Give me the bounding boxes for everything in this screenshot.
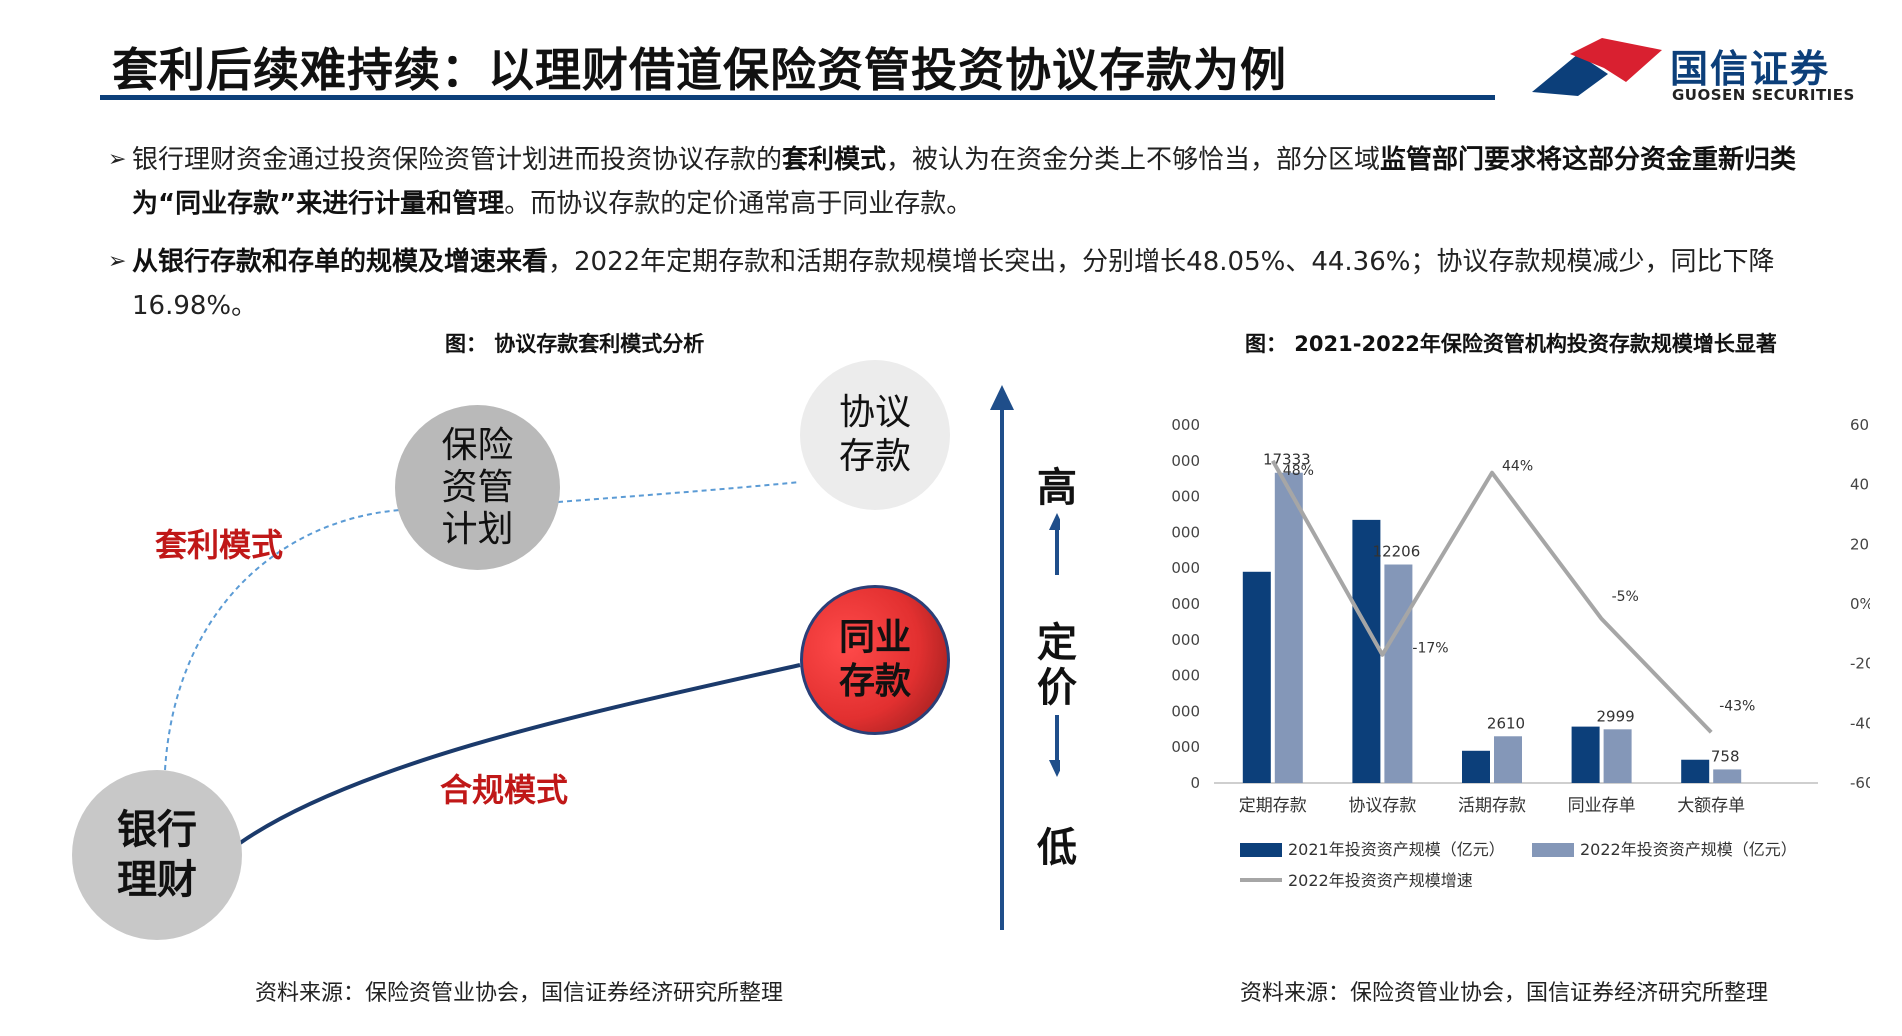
bar-2022 bbox=[1603, 729, 1632, 783]
insurance-to-agreement-path bbox=[557, 481, 801, 503]
arbitrage-path bbox=[164, 509, 401, 771]
bullet-2-bold: 从银行存款和存单的规模及增速来看 bbox=[132, 247, 549, 277]
bullet-1-part: 。而协议存款的定价通常高于同业存款。 bbox=[504, 189, 973, 219]
page-title: 套利后续难持续：以理财借道保险资管投资协议存款为例 bbox=[112, 43, 1287, 97]
y-right-tick-label: -40% bbox=[1850, 714, 1870, 732]
bullet-2: ➢ 从银行存款和存单的规模及增速来看，2022年定期存款和活期存款规模增长突出，… bbox=[108, 240, 1828, 328]
diagram-connectors bbox=[164, 385, 1060, 930]
node-bank-line: 银行 bbox=[117, 807, 197, 853]
bullet-1-part: 银行理财资金通过投资保险资管计划进而投资协议存款的 bbox=[132, 145, 783, 175]
node-interbank-line: 同业 bbox=[838, 617, 911, 658]
bar-2021 bbox=[1571, 726, 1600, 783]
x-tick-label: 活期存款 bbox=[1458, 796, 1526, 816]
y-left-tick-label: 0 bbox=[1190, 774, 1200, 792]
logo-english-name: GUOSEN SECURITIES bbox=[1672, 86, 1855, 104]
y-left-tick-label: 16,000 bbox=[1170, 488, 1200, 506]
growth-data-label: -17% bbox=[1412, 641, 1448, 657]
y-left-tick-label: 14,000 bbox=[1170, 523, 1200, 541]
y-left-tick-label: 18,000 bbox=[1170, 452, 1200, 470]
growth-data-label: 48% bbox=[1283, 463, 1314, 479]
node-interbank-line: 存款 bbox=[838, 661, 911, 702]
left-figure-caption: 图： 协议存款套利模式分析 bbox=[445, 332, 705, 356]
bar-2021 bbox=[1681, 759, 1710, 783]
chart-svg: 0 2,000 4,000 6,000 8,000 10,000 12,000 14,000 1… bbox=[1148, 416, 1889, 890]
y-left-tick-label: 8,000 bbox=[1170, 631, 1200, 649]
bar-2022 bbox=[1384, 564, 1413, 783]
bar-2022 bbox=[1274, 472, 1303, 783]
y-right-tick-label: 40% bbox=[1850, 476, 1870, 494]
bar-2022 bbox=[1713, 769, 1742, 783]
compliance-path bbox=[238, 663, 801, 845]
y-right-tick-label: -20% bbox=[1850, 655, 1870, 673]
legend-label-2021: 2021年投资资产规模（亿元） bbox=[1288, 840, 1505, 859]
node-agreement-deposit: 协议 存款 bbox=[800, 360, 950, 510]
bar-2022-data-label: 758 bbox=[1711, 747, 1740, 765]
growth-data-label: -43% bbox=[1719, 698, 1755, 714]
legend-label-growth: 2022年投资资产规模增速 bbox=[1288, 871, 1473, 890]
price-low-label: 低 bbox=[1037, 825, 1077, 871]
bullet-1-bold: 监管部门要求将这部分资金重新归类为“同业存款”来进行计量和管理 bbox=[132, 145, 1797, 219]
bullet-2-part: ，2022年定期存款和活期存款规模增长突出，分别增长48.05%、44.36%；… bbox=[132, 247, 1775, 321]
company-logo: 国信证券 GUOSEN SECURITIES bbox=[1530, 30, 1860, 110]
y-left-tick-label: 20,000 bbox=[1170, 416, 1200, 434]
arbitrage-diagram: 银行 理财 保险 资管 计划 协议 存款 同业 存款 套利模式 合规模式 高 定 价 低 bbox=[0, 360, 1077, 960]
bar-2022-data-label: 2610 bbox=[1487, 714, 1525, 732]
legend-swatch-2022 bbox=[1532, 843, 1574, 857]
right-source-note: 资料来源：保险资管业协会，国信证券经济研究所整理 bbox=[1240, 981, 1769, 1006]
y-right-tick-label: 60% bbox=[1850, 416, 1870, 434]
bullet-arrow-icon: ➢ bbox=[108, 147, 127, 172]
bar-2021 bbox=[1462, 750, 1490, 783]
node-agreement-line: 存款 bbox=[838, 436, 911, 477]
logo-mark-icon bbox=[1532, 38, 1662, 96]
y-left-tick-label: 6,000 bbox=[1170, 667, 1200, 685]
legend-label-2022: 2022年投资资产规模（亿元） bbox=[1580, 840, 1797, 859]
deposit-scale-chart: 0 2,000 4,000 6,000 8,000 10,000 12,000 14,000 1… bbox=[1148, 405, 1889, 905]
bullet-1-bold: 套利模式 bbox=[782, 145, 887, 175]
arbitrage-mode-label: 套利模式 bbox=[155, 526, 284, 564]
y-right-tick-label: 20% bbox=[1850, 535, 1870, 553]
price-label-char: 定 bbox=[1037, 620, 1077, 666]
node-insurance-line: 资管 bbox=[441, 466, 514, 508]
up-arrow-icon bbox=[1049, 513, 1060, 530]
compliance-mode-label: 合规模式 bbox=[440, 771, 569, 809]
legend-swatch-2021 bbox=[1240, 843, 1282, 857]
growth-data-label: -5% bbox=[1612, 589, 1639, 605]
bullet-1: ➢ 银行理财资金通过投资保险资管计划进而投资协议存款的套利模式，被认为在资金分类… bbox=[108, 138, 1828, 226]
y-left-tick-label: 2,000 bbox=[1170, 738, 1200, 756]
node-agreement-line: 协议 bbox=[838, 392, 911, 433]
node-insurance-line: 保险 bbox=[441, 424, 514, 466]
title-underline bbox=[100, 95, 1495, 100]
y-left-tick-label: 4,000 bbox=[1170, 702, 1200, 720]
growth-data-label: 44% bbox=[1502, 459, 1533, 475]
node-bank-wealth: 银行 理财 bbox=[72, 770, 242, 940]
price-high-label: 高 bbox=[1037, 465, 1077, 511]
y-left-tick-label: 10,000 bbox=[1170, 595, 1200, 613]
x-tick-label: 定期存款 bbox=[1239, 796, 1307, 816]
node-insurance-line: 计划 bbox=[441, 508, 514, 550]
right-figure-caption: 图： 2021-2022年保险资管机构投资存款规模增长显著 bbox=[1245, 332, 1777, 356]
bar-2022-data-label: 2999 bbox=[1597, 707, 1635, 725]
x-tick-label: 同业存单 bbox=[1568, 796, 1636, 816]
node-interbank-deposit: 同业 存款 bbox=[800, 585, 950, 735]
bar-2021 bbox=[1352, 519, 1381, 783]
y-right-tick-label: -60% bbox=[1850, 774, 1870, 792]
bullet-arrow-icon: ➢ bbox=[108, 249, 127, 274]
node-bank-line: 理财 bbox=[117, 857, 197, 903]
price-label-char: 价 bbox=[1037, 665, 1077, 711]
bar-2022-data-label: 12206 bbox=[1373, 543, 1421, 561]
price-axis-arrowhead-icon bbox=[990, 385, 1014, 410]
down-arrow-icon bbox=[1049, 760, 1060, 777]
logo-chinese-name: 国信证券 bbox=[1670, 47, 1831, 91]
bar-2022 bbox=[1494, 736, 1522, 783]
x-tick-label: 大额存单 bbox=[1677, 796, 1745, 816]
y-right-tick-label: 0% bbox=[1850, 595, 1870, 613]
bullet-1-part: ，被认为在资金分类上不够恰当，部分区域 bbox=[886, 145, 1381, 175]
x-tick-label: 协议存款 bbox=[1348, 796, 1416, 816]
node-insurance-plan: 保险 资管 计划 bbox=[395, 405, 560, 570]
growth-line bbox=[1271, 459, 1713, 734]
y-left-tick-label: 12,000 bbox=[1170, 559, 1200, 577]
bar-2021 bbox=[1242, 571, 1271, 783]
left-source-note: 资料来源：保险资管业协会，国信证券经济研究所整理 bbox=[255, 981, 784, 1006]
